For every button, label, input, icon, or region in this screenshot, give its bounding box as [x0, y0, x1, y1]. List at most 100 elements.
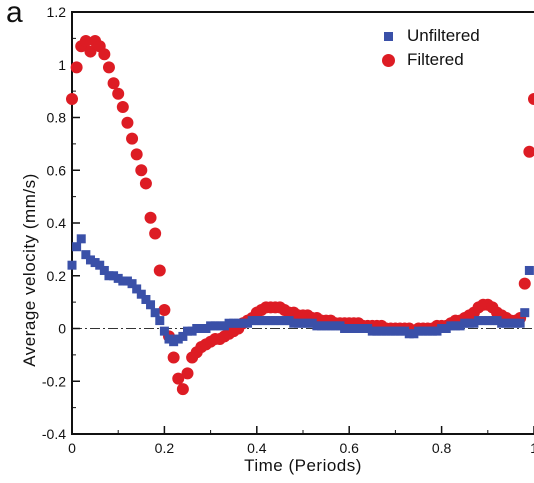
filtered-point	[107, 77, 120, 90]
unfiltered-point	[81, 250, 91, 260]
unfiltered-point	[118, 276, 128, 286]
unfiltered-point	[187, 326, 197, 336]
unfiltered-point	[270, 316, 280, 326]
unfiltered-point	[450, 321, 460, 331]
unfiltered-point	[229, 318, 239, 328]
unfiltered-point	[104, 271, 114, 281]
y-tick-label: 1	[58, 57, 66, 73]
unfiltered-point	[524, 265, 534, 275]
unfiltered-point	[132, 284, 142, 294]
filtered-point	[153, 264, 166, 277]
unfiltered-point	[215, 321, 225, 331]
unfiltered-point	[511, 318, 521, 328]
unfiltered-point	[183, 326, 192, 336]
unfiltered-point	[252, 316, 262, 326]
unfiltered-point	[303, 318, 313, 328]
unfiltered-point	[409, 329, 419, 339]
unfiltered-point	[446, 321, 456, 331]
y-tick-label: -0.4	[42, 426, 66, 442]
circle-marker-icon	[377, 53, 399, 67]
unfiltered-point	[95, 260, 105, 270]
filtered-point	[84, 45, 97, 58]
unfiltered-point	[418, 326, 428, 336]
unfiltered-point	[497, 318, 507, 328]
unfiltered-point	[109, 271, 119, 281]
unfiltered-point	[404, 329, 414, 339]
filtered-point	[135, 164, 148, 177]
filtered-point	[121, 116, 134, 129]
unfiltered-point	[330, 321, 340, 331]
unfiltered-point	[146, 300, 156, 310]
square-marker-icon	[377, 31, 399, 41]
unfiltered-point	[344, 324, 354, 333]
legend-label-filtered: Filtered	[407, 50, 464, 69]
filtered-point	[116, 100, 129, 113]
unfiltered-point	[432, 326, 442, 336]
unfiltered-point	[349, 324, 359, 333]
plot-frame	[71, 11, 534, 435]
unfiltered-point	[247, 316, 257, 326]
data-points-group	[66, 35, 534, 396]
x-tick-label: 0.8	[432, 440, 452, 456]
y-axis-title: Average velocity (mm/s)	[20, 173, 39, 367]
unfiltered-point	[381, 326, 391, 336]
y-tick-label: 0.4	[47, 215, 67, 231]
unfiltered-point	[280, 316, 290, 326]
unfiltered-point	[122, 276, 132, 286]
unfiltered-point	[298, 318, 308, 328]
unfiltered-point	[238, 318, 248, 328]
unfiltered-point	[353, 324, 363, 333]
unfiltered-point	[427, 326, 437, 336]
unfiltered-point	[206, 321, 216, 331]
unfiltered-point	[423, 326, 433, 336]
legend-label-unfiltered: Unfiltered	[407, 26, 480, 45]
filtered-point	[523, 145, 534, 158]
unfiltered-point	[501, 318, 511, 328]
unfiltered-point	[169, 337, 179, 347]
unfiltered-point	[266, 316, 276, 326]
filtered-point	[176, 383, 189, 396]
unfiltered-point	[127, 279, 137, 289]
unfiltered-point	[437, 324, 447, 333]
unfiltered-point	[173, 334, 183, 344]
unfiltered-point	[358, 324, 368, 333]
unfiltered-point	[483, 316, 493, 326]
unfiltered-point	[201, 324, 211, 333]
y-tick-label: -0.2	[42, 373, 66, 389]
unfiltered-point	[243, 318, 253, 328]
unfiltered-point	[492, 316, 502, 326]
unfiltered-point	[141, 294, 151, 304]
unfiltered-point	[192, 324, 202, 333]
y-tick-label: 0.2	[47, 268, 67, 284]
unfiltered-point	[487, 316, 497, 326]
unfiltered-point	[178, 331, 188, 341]
unfiltered-point	[289, 318, 299, 328]
unfiltered-point	[76, 234, 86, 244]
unfiltered-point	[363, 324, 373, 333]
unfiltered-point	[99, 265, 109, 275]
unfiltered-point	[210, 321, 220, 331]
unfiltered-point	[469, 318, 479, 328]
unfiltered-point	[455, 321, 465, 331]
unfiltered-point	[150, 308, 160, 318]
filtered-point	[66, 93, 78, 106]
unfiltered-point	[386, 326, 396, 336]
y-tick-label: 0.6	[47, 162, 67, 178]
unfiltered-point	[67, 260, 77, 270]
x-tick-label: 0.4	[247, 440, 267, 456]
filtered-point	[79, 35, 92, 48]
unfiltered-point	[261, 316, 271, 326]
unfiltered-point	[335, 321, 345, 331]
unfiltered-point	[284, 316, 294, 326]
x-tick-label: 0.2	[155, 440, 175, 456]
x-tick-label: 0.6	[339, 440, 359, 456]
filtered-point	[70, 61, 83, 74]
unfiltered-point	[85, 255, 95, 265]
unfiltered-point	[219, 321, 229, 331]
unfiltered-point	[224, 318, 234, 328]
unfiltered-point	[460, 318, 470, 328]
unfiltered-point	[506, 318, 516, 328]
unfiltered-point	[256, 316, 266, 326]
filtered-point	[528, 93, 534, 106]
unfiltered-point	[520, 308, 530, 318]
